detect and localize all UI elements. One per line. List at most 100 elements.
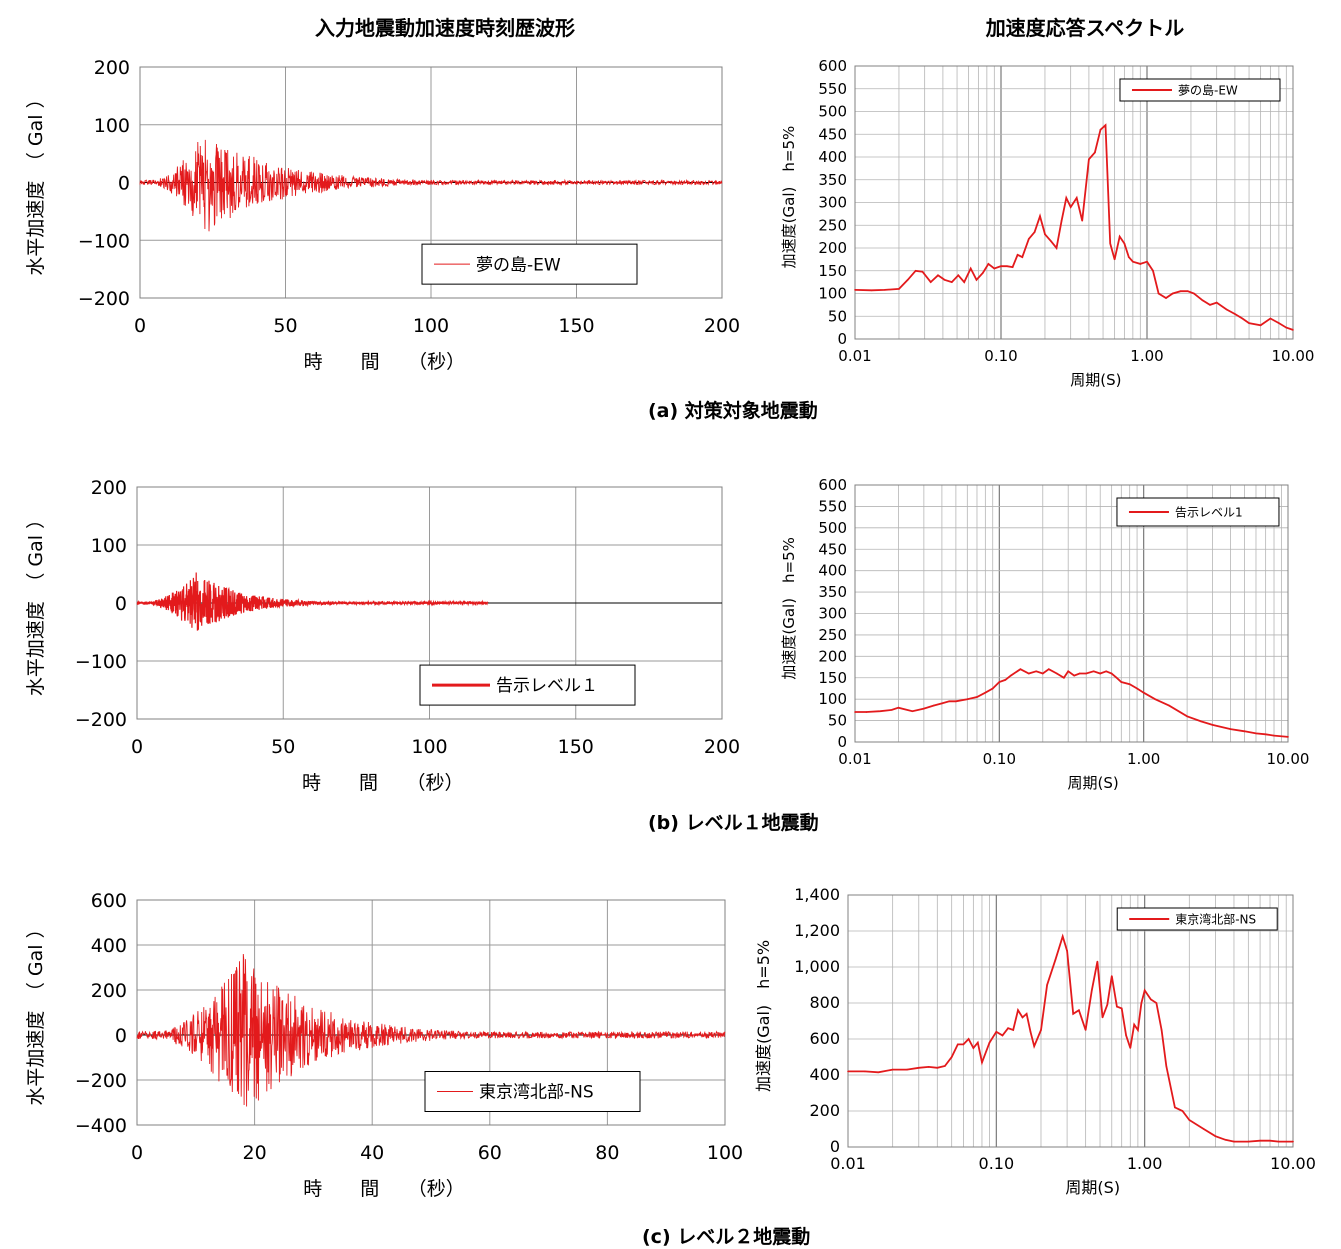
data-point [1009,674,1012,677]
data-point [950,1056,953,1058]
data-point [1099,672,1102,675]
data-point [1106,1004,1109,1006]
data-point [984,691,987,694]
y-tick-label: 1,200 [794,921,840,940]
legend-label: 告示レベル１ [496,676,598,696]
data-point [972,1047,975,1049]
data-point [897,706,900,709]
y-axis-label: 水平加速度 （ Gal ） [25,510,47,696]
data-point [1104,124,1107,126]
data-point [941,702,943,705]
data-point [1215,301,1218,304]
x-axis-label: 時 間 （秒） [304,351,466,373]
y-tick-label: −100 [78,230,130,252]
y-tick-label: 0 [115,593,127,615]
x-tick-label: 0.10 [984,347,1017,365]
data-point [891,1068,894,1071]
data-point [1088,158,1090,161]
data-point [1084,1029,1087,1031]
data-point [969,267,972,270]
y-tick-label: 200 [809,1101,840,1120]
data-point [1039,215,1041,217]
x-tick-label: 50 [273,315,297,337]
data-point [1248,322,1250,324]
y-tick-label: −200 [75,709,127,731]
legend-box [1116,907,1278,931]
data-point [981,1061,983,1064]
data-point [1214,1135,1217,1137]
data-point [921,270,924,273]
data-point [870,289,873,292]
y-tick-label: 200 [94,57,130,79]
data-point [898,288,900,290]
x-axis-label: 周期(S) [1068,774,1119,792]
x-tick-label: 0.01 [830,1154,866,1173]
data-point [927,1066,930,1068]
data-point [988,1041,991,1044]
data-point [1136,687,1138,690]
data-point [1078,672,1081,675]
data-point [937,274,939,277]
x-tick-label: 0.10 [979,1154,1015,1173]
data-point [1129,1047,1132,1049]
y-tick-label: 500 [818,103,847,121]
x-tick-label: 200 [704,315,740,337]
legend-label: 夢の島-EW [476,255,561,275]
data-point [1140,1002,1143,1004]
y-tick-label: 100 [94,115,130,137]
data-point [1060,219,1063,222]
x-tick-label: 0 [131,736,143,758]
y-tick-label: 300 [818,605,847,623]
x-tick-label: 0.01 [838,347,871,365]
x-tick-label: 0 [131,1142,143,1164]
data-point [1269,1139,1271,1142]
x-tick-label: 80 [595,1142,619,1164]
data-point [1067,670,1069,673]
data-point [1017,1009,1019,1011]
data-point [1142,691,1145,694]
data-point [1243,730,1246,733]
series-line-告示レベル1 [855,668,1289,738]
data-point [847,1070,849,1073]
data-point [977,1041,979,1044]
data-point [1125,1034,1127,1037]
y-tick-label: 600 [818,57,847,75]
data-point [1174,1106,1176,1109]
data-point [932,704,935,707]
data-point [1033,1045,1035,1047]
data-point [1116,1005,1118,1008]
data-point [1224,1139,1227,1141]
y-tick-label: 150 [818,262,847,280]
data-point [1099,128,1102,131]
data-point [1143,989,1146,992]
data-point [1179,290,1182,293]
y-tick-label: 600 [91,890,127,912]
data-point [1201,299,1204,302]
data-point [1109,242,1112,245]
data-point [1133,1023,1135,1026]
y-tick-label: 0 [837,330,847,348]
data-point [1033,231,1036,233]
y-tick-label: 300 [818,194,847,212]
data-point [1193,292,1195,295]
y-tick-label: −200 [75,1070,127,1092]
data-point [1120,1007,1123,1010]
y-axis-label: 加速度(Gal) h=5% [780,126,798,269]
y-tick-label: 200 [91,477,127,499]
data-point [1292,1140,1294,1143]
data-point [1165,297,1167,299]
x-tick-label: 10.00 [1267,750,1310,768]
data-point [1012,1029,1015,1031]
y-tick-label: 350 [818,171,847,189]
spectrum-header: 加速度応答スペクトル [985,16,1185,40]
y-tick-label: −100 [75,651,127,673]
data-point [981,272,984,274]
data-point [1046,984,1048,986]
y-tick-label: 500 [818,519,847,537]
data-point [1054,959,1057,961]
data-point [1186,290,1189,293]
y-tick-label: 450 [818,540,847,558]
data-point [1081,219,1084,222]
data-point [1063,676,1065,679]
plot-frame [847,894,1294,1148]
